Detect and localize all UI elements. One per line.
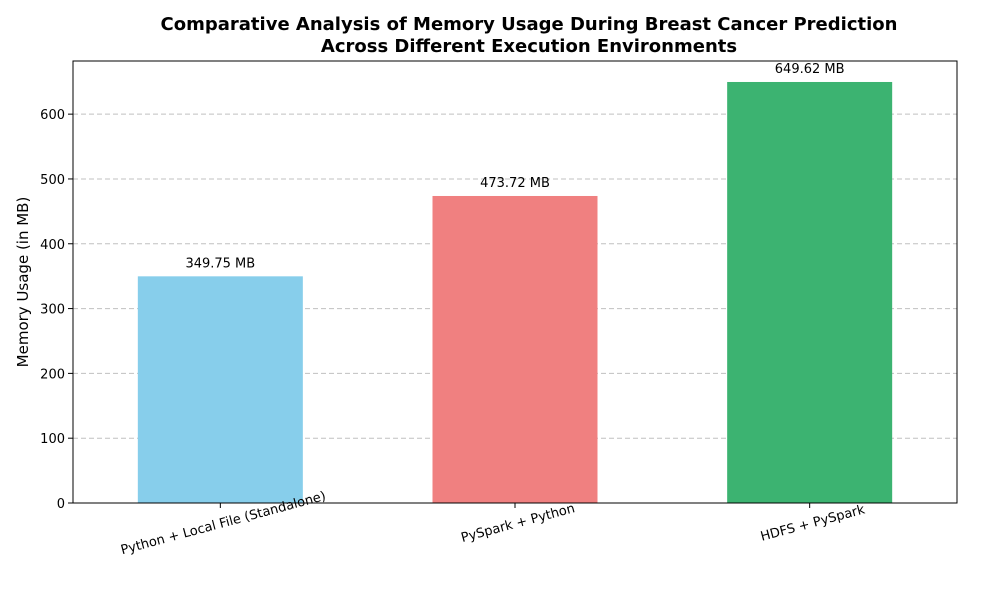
y-tick-label: 300 — [40, 303, 65, 318]
y-tick-label: 500 — [40, 173, 65, 188]
y-tick-label: 100 — [40, 432, 65, 447]
data-labels: 349.75 MB 473.72 MB 649.62 MB — [185, 62, 844, 271]
chart-title-line-1: Comparative Analysis of Memory Usage Dur… — [161, 14, 898, 35]
bars — [137, 81, 893, 503]
bar — [137, 276, 303, 503]
bar — [727, 81, 893, 503]
x-tick-label: PySpark + Python — [460, 501, 577, 546]
bar — [432, 195, 598, 503]
y-tick-label: 400 — [40, 238, 65, 253]
x-tick-label: HDFS + PySpark — [759, 502, 867, 544]
bar-value-label: 649.62 MB — [775, 62, 845, 77]
y-axis-label: Memory Usage (in MB) — [14, 197, 32, 368]
y-tick-label: 200 — [40, 367, 65, 382]
bar-value-label: 349.75 MB — [185, 256, 255, 271]
bar-value-label: 473.72 MB — [480, 176, 550, 191]
chart-title-line-2: Across Different Execution Environments — [321, 36, 737, 57]
y-tick-label: 600 — [40, 108, 65, 123]
y-axis-ticks: 0 100 200 300 400 500 600 — [40, 108, 73, 512]
y-tick-label: 0 — [57, 497, 65, 512]
